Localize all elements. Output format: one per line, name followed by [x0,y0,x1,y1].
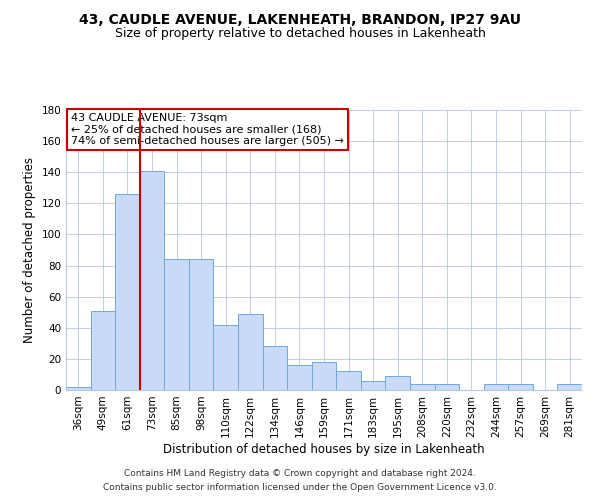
Bar [164,260,189,390]
Y-axis label: Number of detached properties: Number of detached properties [23,157,36,343]
Bar [140,170,164,390]
Bar [91,310,115,390]
Bar [214,324,238,390]
Bar [312,362,336,390]
Bar [410,384,434,390]
Bar [508,384,533,390]
Bar [263,346,287,390]
X-axis label: Distribution of detached houses by size in Lakenheath: Distribution of detached houses by size … [163,442,485,456]
Bar [66,387,91,390]
Bar [484,384,508,390]
Bar [238,314,263,390]
Bar [434,384,459,390]
Text: Size of property relative to detached houses in Lakenheath: Size of property relative to detached ho… [115,28,485,40]
Bar [385,376,410,390]
Bar [189,260,214,390]
Bar [361,380,385,390]
Text: 43, CAUDLE AVENUE, LAKENHEATH, BRANDON, IP27 9AU: 43, CAUDLE AVENUE, LAKENHEATH, BRANDON, … [79,12,521,26]
Bar [287,365,312,390]
Bar [115,194,140,390]
Text: Contains HM Land Registry data © Crown copyright and database right 2024.: Contains HM Land Registry data © Crown c… [124,468,476,477]
Text: 43 CAUDLE AVENUE: 73sqm
← 25% of detached houses are smaller (168)
74% of semi-d: 43 CAUDLE AVENUE: 73sqm ← 25% of detache… [71,113,344,146]
Text: Contains public sector information licensed under the Open Government Licence v3: Contains public sector information licen… [103,484,497,492]
Bar [336,372,361,390]
Bar [557,384,582,390]
